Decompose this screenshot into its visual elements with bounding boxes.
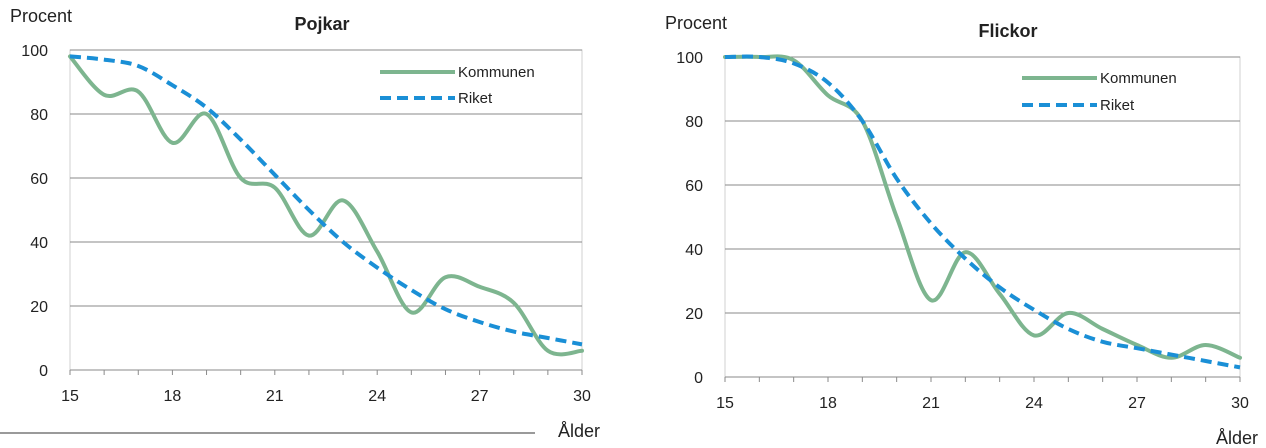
y-tick-label: 20 — [30, 299, 48, 316]
y-tick-label: 100 — [21, 43, 48, 60]
chart-title: Pojkar — [294, 14, 349, 34]
y-tick-label: 20 — [685, 306, 703, 323]
y-tick-label: 60 — [30, 171, 48, 188]
x-tick-label: 15 — [61, 388, 79, 405]
series-line-kommunen — [68, 54, 584, 357]
x-axis-label: Ålder — [558, 421, 600, 441]
x-tick-label: 30 — [1231, 395, 1249, 412]
y-tick-label: 80 — [30, 107, 48, 124]
plot-area — [69, 49, 583, 371]
y-tick-label: 40 — [685, 242, 703, 259]
y-axis-label: Procent — [10, 6, 72, 26]
y-tick-label: 60 — [685, 178, 703, 195]
series-line-riket — [724, 54, 1241, 370]
legend-label: Riket — [458, 90, 493, 107]
x-tick-label: 24 — [1025, 395, 1043, 412]
series-line-riket — [69, 54, 583, 347]
chart-title: Flickor — [978, 21, 1037, 41]
y-tick-label: 80 — [685, 114, 703, 131]
y-tick-label: 40 — [30, 235, 48, 252]
x-tick-label: 21 — [922, 395, 940, 412]
bottom-rule — [0, 432, 535, 434]
x-tick-label: 27 — [1128, 395, 1146, 412]
legend-label: Riket — [1100, 97, 1135, 114]
y-tick-label: 0 — [39, 363, 48, 380]
x-tick-label: 30 — [573, 388, 591, 405]
x-tick-label: 27 — [471, 388, 489, 405]
x-tick-label: 18 — [164, 388, 182, 405]
x-tick-label: 21 — [266, 388, 284, 405]
series-line-kommunen — [723, 54, 1242, 360]
x-axis-label: Ålder — [1216, 428, 1258, 448]
y-tick-label: 100 — [676, 50, 703, 67]
x-tick-label: 15 — [716, 395, 734, 412]
plot-area — [724, 56, 1241, 378]
legend-label: Kommunen — [1100, 70, 1177, 87]
y-tick-label: 0 — [694, 370, 703, 387]
x-tick-label: 24 — [368, 388, 386, 405]
x-tick-label: 18 — [819, 395, 837, 412]
y-axis-label: Procent — [665, 13, 727, 33]
legend-label: Kommunen — [458, 64, 535, 81]
